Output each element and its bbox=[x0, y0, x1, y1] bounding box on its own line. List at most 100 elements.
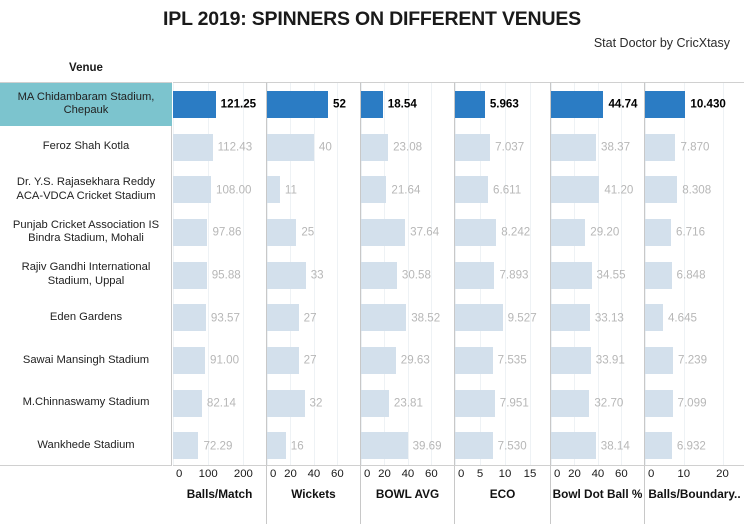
bar-row: 52 bbox=[267, 90, 360, 118]
axis-tick-label: 0 bbox=[648, 468, 655, 480]
bar-row: 7.535 bbox=[455, 346, 550, 374]
bar-row: 37.64 bbox=[361, 218, 454, 246]
bar bbox=[455, 176, 489, 204]
bar bbox=[645, 261, 672, 289]
bar bbox=[455, 432, 493, 460]
axis-tick-label: 0 bbox=[270, 468, 277, 480]
venue-column-header: Venue bbox=[69, 62, 103, 74]
axis-tick-label: 200 bbox=[233, 468, 253, 480]
bar bbox=[551, 176, 600, 204]
bar-value-label: 16 bbox=[290, 439, 304, 453]
bar bbox=[551, 90, 604, 118]
bar bbox=[645, 389, 673, 417]
bar-value-label: 33 bbox=[310, 268, 324, 282]
bar-row: 27 bbox=[267, 346, 360, 374]
axis-panel: 0 5 10 15 ECO bbox=[455, 466, 551, 524]
bar-row: 7.870 bbox=[645, 133, 744, 161]
axis-title: Balls/Match bbox=[186, 487, 253, 501]
gridline bbox=[208, 83, 209, 465]
gridline bbox=[408, 83, 409, 465]
axis-tick-label: 0 bbox=[364, 468, 371, 480]
bar bbox=[267, 432, 286, 460]
bar-value-label: 33.13 bbox=[594, 311, 624, 325]
bar-value-label: 25 bbox=[301, 225, 315, 239]
bar-value-label: 23.08 bbox=[393, 140, 423, 154]
bar-value-label: 95.88 bbox=[211, 268, 241, 282]
axis-tick-label: 60 bbox=[615, 468, 628, 480]
bar-value-label: 29.63 bbox=[400, 353, 430, 367]
gridline bbox=[337, 83, 338, 465]
chart-panel: 52 40 11 25 33 27 27 32 16 bbox=[267, 82, 361, 466]
bar-value-label: 7.535 bbox=[497, 353, 527, 367]
bar-row: 6.848 bbox=[645, 261, 744, 289]
bar-row: 21.64 bbox=[361, 176, 454, 204]
bar-value-label: 40 bbox=[318, 140, 332, 154]
axis-panel: 0 100 200 Balls/Match bbox=[173, 466, 267, 524]
bar-row: 7.530 bbox=[455, 432, 550, 460]
bar-value-label: 7.951 bbox=[499, 396, 529, 410]
bar bbox=[455, 90, 485, 118]
bar bbox=[267, 261, 306, 289]
bar bbox=[455, 261, 495, 289]
bar bbox=[361, 176, 387, 204]
bar-row: 91.00 bbox=[173, 346, 266, 374]
bar-value-label: 6.932 bbox=[676, 439, 706, 453]
gridline bbox=[505, 83, 506, 465]
bar-value-label: 34.55 bbox=[596, 268, 626, 282]
chart-panel: 121.25 112.43 108.00 97.86 95.88 93.57 91.00 82… bbox=[173, 82, 267, 466]
bar-row: 10.430 bbox=[645, 90, 744, 118]
bar-row: 23.81 bbox=[361, 389, 454, 417]
venue-label-row: Dr. Y.S. Rajasekhara Reddy ACA-VDCA Cric… bbox=[16, 176, 156, 202]
axis-tick-label: 10 bbox=[677, 468, 691, 480]
bar-value-label: 112.43 bbox=[217, 140, 253, 154]
bar-value-label: 7.530 bbox=[497, 439, 527, 453]
bar-row: 32.70 bbox=[551, 389, 644, 417]
venue-column: MA Chidambaram Stadium, Chepauk Feroz Sha… bbox=[0, 82, 172, 466]
venue-label-row: Punjab Cricket Association IS Bindra Sta… bbox=[12, 218, 160, 245]
bar-row: 30.58 bbox=[361, 261, 454, 289]
bar-row: 8.242 bbox=[455, 218, 550, 246]
bar-row: 93.57 bbox=[173, 304, 266, 332]
bar-row: 27 bbox=[267, 304, 360, 332]
axis-title: BOWL AVG bbox=[375, 487, 440, 501]
bar-row: 29.20 bbox=[551, 218, 644, 246]
bar bbox=[551, 346, 591, 374]
bar bbox=[455, 218, 497, 246]
bar-value-label: 7.239 bbox=[678, 353, 708, 367]
bar-row: 7.037 bbox=[455, 133, 550, 161]
bar bbox=[551, 133, 597, 161]
bar-row: 72.29 bbox=[173, 432, 266, 460]
axis-tick-label: 20 bbox=[716, 468, 729, 480]
axis-tick-label: 20 bbox=[568, 468, 581, 480]
bar-value-label: 52 bbox=[333, 97, 346, 111]
chart-subtitle: Stat Doctor by CricXtasy bbox=[593, 36, 730, 50]
bar bbox=[173, 218, 208, 246]
bar bbox=[551, 432, 596, 460]
bar-value-label: 10.430 bbox=[690, 97, 726, 111]
bar-value-label: 29.20 bbox=[590, 225, 620, 239]
axis-tick-label: 20 bbox=[284, 468, 297, 480]
bar-row: 4.645 bbox=[645, 304, 744, 332]
bar-value-label: 6.848 bbox=[676, 268, 706, 282]
bar bbox=[361, 432, 408, 460]
bar-value-label: 97.86 bbox=[212, 225, 242, 239]
bar-row: 39.69 bbox=[361, 432, 454, 460]
bar bbox=[551, 261, 592, 289]
bar-row: 38.37 bbox=[551, 133, 644, 161]
gridline bbox=[723, 83, 724, 465]
bar-row: 29.63 bbox=[361, 346, 454, 374]
bar-row: 6.611 bbox=[455, 176, 550, 204]
chart-grid: MA Chidambaram Stadium, Chepauk Feroz Sha… bbox=[0, 82, 744, 466]
bar-value-label: 44.74 bbox=[608, 97, 638, 111]
bar bbox=[455, 346, 493, 374]
bar bbox=[361, 304, 407, 332]
bar bbox=[551, 304, 590, 332]
bar-value-label: 33.91 bbox=[595, 353, 625, 367]
axis-tick-label: 0 bbox=[554, 468, 561, 480]
bar bbox=[267, 133, 314, 161]
bar bbox=[173, 90, 216, 118]
bar-row: 97.86 bbox=[173, 218, 266, 246]
axis-panel: 0 20 40 60 Bowl Dot Ball % bbox=[551, 466, 645, 524]
bar-row: 121.25 bbox=[173, 90, 266, 118]
chart-panel: 18.54 23.08 21.64 37.64 30.58 38.52 29.63 23.81… bbox=[361, 82, 455, 466]
